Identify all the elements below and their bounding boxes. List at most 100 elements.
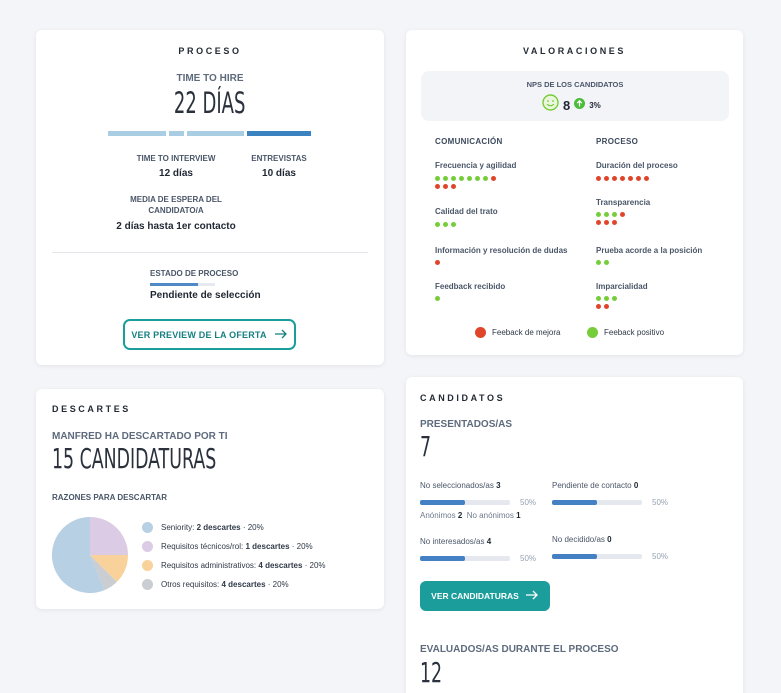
no-interesados-pct: 50% (520, 554, 537, 563)
negative-dot (612, 176, 617, 181)
valoraciones-title: VALORACIONES (522, 46, 627, 56)
positive-dot (443, 176, 448, 181)
positive-dot (612, 212, 617, 217)
negative-dot (435, 260, 440, 265)
positive-dot (451, 176, 456, 181)
pendiente-contacto-pct: 50% (652, 498, 669, 507)
negative-dot (435, 184, 440, 189)
pendiente-contacto-bar (552, 500, 642, 505)
negative-dot (612, 220, 617, 225)
bar-fill (420, 500, 465, 505)
legend-pct: 20% (272, 580, 289, 589)
positive-dot (604, 260, 609, 265)
nps-box: NPS DE LOS CANDIDATOS 8 3% (421, 71, 729, 121)
rating-dots (435, 296, 505, 301)
legend-label: Requisitos técnicos/rol: (161, 542, 244, 551)
positive-dot (604, 296, 609, 301)
legend-swatch (142, 560, 153, 571)
negative-legend-swatch (475, 327, 486, 338)
positive-dot (612, 296, 617, 301)
positive-dot (596, 296, 601, 301)
rating-label: Frecuencia y agilidad (435, 161, 517, 170)
negative-dot (620, 212, 625, 217)
negative-dot (604, 220, 609, 225)
negative-dot (491, 176, 496, 181)
rating-label: Información y resolución de dudas (435, 246, 568, 255)
entrevistas-label: ENTREVISTAS (251, 154, 307, 163)
negative-dot (636, 176, 641, 181)
legend-value: 2 descartes (196, 523, 241, 532)
positive-dot (459, 176, 464, 181)
legend-negative-label: Feeback de mejora (492, 328, 561, 337)
time-to-interview-value: 12 días (159, 168, 193, 179)
valoraciones-card: VALORACIONES NPS DE LOS CANDIDATOS 8 3% … (406, 30, 743, 355)
estado-proceso-value: Pendiente de selección (150, 290, 261, 301)
no-interesados-label: No interesados/as 4 (420, 537, 492, 546)
rating-dots (596, 296, 620, 309)
legend-item: Otros requisitos: 4 descartes · 20% (142, 575, 326, 594)
rating-label: Transparencia (596, 198, 651, 207)
time-to-hire-value: 22 DÍAS (174, 86, 246, 120)
smiley-icon (542, 94, 559, 116)
no-seleccionados-pct: 50% (520, 498, 537, 507)
positive-dot (435, 176, 440, 181)
ver-candidaturas-label: VER CANDIDATURAS (431, 591, 519, 601)
rating-dots (435, 222, 505, 227)
timeline-bar-segment (169, 131, 184, 136)
positive-dot (435, 222, 440, 227)
legend-pct: 20% (309, 561, 326, 570)
timeline-bar-segment (247, 131, 311, 136)
bar-fill (552, 554, 597, 559)
nps-label: NPS DE LOS CANDIDATOS (526, 80, 624, 89)
legend-item: Requisitos técnicos/rol: 1 descartes · 2… (142, 537, 326, 556)
rating-dots (596, 260, 666, 265)
negative-dot (604, 304, 609, 309)
legend-pct: 20% (247, 523, 264, 532)
ver-preview-oferta-button[interactable]: VER PREVIEW DE LA OFERTA (123, 319, 296, 350)
estado-progress-fill (150, 283, 198, 286)
pendiente-contacto-label: Pendiente de contacto 0 (552, 481, 639, 490)
no-seleccionados-bar (420, 500, 510, 505)
legend-value: 4 descartes (258, 561, 303, 570)
positive-dot (483, 176, 488, 181)
evaluados-value: 12 (420, 656, 443, 689)
negative-dot (596, 176, 601, 181)
ver-preview-label: VER PREVIEW DE LA OFERTA (131, 329, 267, 340)
candidatos-title: CANDIDATOS (420, 393, 506, 403)
no-decidido-bar (552, 554, 642, 559)
no-seleccionados-label: No seleccionados/as 3 (420, 481, 501, 490)
divider (52, 252, 368, 253)
no-decidido-pct: 50% (652, 552, 669, 561)
pie-legend: Seniority: 2 descartes · 20% Requisitos … (142, 518, 326, 594)
rating-label: Feedback recibido (435, 282, 506, 291)
legend-positive: Feeback positivo (587, 327, 664, 338)
no-interesados-bar (420, 556, 510, 561)
proceso-card: PROCESO TIME TO HIRE 22 DÍAS TIME TO INT… (36, 30, 384, 365)
legend-swatch (142, 522, 153, 533)
legend-value: 1 descartes (245, 542, 290, 551)
legend-value: 4 descartes (221, 580, 266, 589)
descartes-card: DESCARTES MANFRED HA DESCARTADO POR TI 1… (36, 389, 384, 609)
pie-slice-tecnicos (52, 517, 105, 593)
negative-dot (443, 184, 448, 189)
legend-swatch (142, 579, 153, 590)
positive-dot (596, 212, 601, 217)
positive-dot (475, 176, 480, 181)
estado-progress-track (150, 283, 215, 286)
no-decidido-label: No decidido/as 0 (552, 535, 612, 544)
legend-label: Requisitos administrativos: (161, 561, 257, 570)
candidatos-card: CANDIDATOS PRESENTADOS/AS 7 No seleccion… (406, 377, 743, 693)
descartes-pie-chart (52, 517, 128, 593)
rating-dots (596, 212, 628, 225)
negative-dot (596, 220, 601, 225)
presentados-value: 7 (420, 430, 432, 463)
pie-slice-seniority (90, 517, 128, 555)
negative-dot (620, 176, 625, 181)
legend-item: Requisitos administrativos: 4 descartes … (142, 556, 326, 575)
positive-dot (596, 260, 601, 265)
ver-candidaturas-button[interactable]: VER CANDIDATURAS (420, 581, 550, 611)
arrow-right-icon (525, 590, 539, 602)
rating-label: Imparcialidad (596, 282, 648, 291)
pie-slice-otros (90, 555, 117, 591)
negative-dot (628, 176, 633, 181)
